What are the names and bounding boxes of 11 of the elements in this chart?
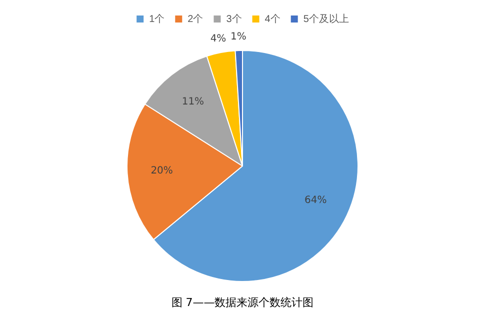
legend-label: 1个 [149,12,165,25]
legend-label: 5个及以上 [303,12,349,25]
data-label: 4% [210,34,226,45]
data-label: 64% [304,195,327,206]
data-label: 11% [182,96,204,108]
legend-label: 3个 [226,12,242,25]
legend-label: 4个 [264,12,280,25]
caption: 图 7——数据来源个数统计图 [170,295,315,310]
data-label: 1% [230,31,246,42]
legend-label: 2个 [188,12,204,25]
data-label: 20% [150,166,173,177]
